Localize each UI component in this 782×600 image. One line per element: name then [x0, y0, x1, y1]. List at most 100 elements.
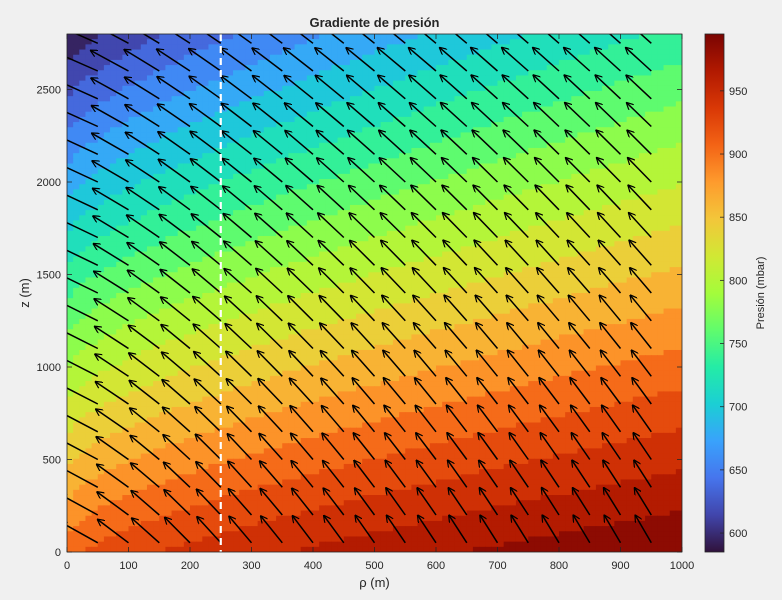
heatmap-cell: [565, 199, 572, 206]
heatmap-cell: [171, 267, 179, 273]
heatmap-cell: [245, 65, 253, 71]
heatmap-cell: [67, 256, 74, 263]
heatmap-cell: [239, 85, 246, 92]
heatmap-cell: [220, 179, 228, 185]
heatmap-cell: [583, 168, 591, 175]
heatmap-cell: [128, 59, 136, 66]
heatmap-cell: [196, 65, 203, 71]
heatmap-cell: [368, 153, 376, 159]
heatmap-cell: [239, 70, 246, 77]
heatmap-cell: [522, 116, 529, 123]
heatmap-cell: [405, 246, 412, 253]
heatmap-cell: [589, 230, 597, 237]
heatmap-cell: [497, 282, 505, 289]
heatmap-cell: [479, 215, 486, 222]
heatmap-cell: [362, 189, 369, 196]
heatmap-cell: [368, 179, 376, 185]
heatmap-cell: [589, 194, 597, 201]
heatmap-cell: [460, 168, 468, 175]
heatmap-cell: [411, 59, 419, 66]
heatmap-cell: [638, 80, 646, 87]
heatmap-cell: [491, 163, 499, 170]
heatmap-cell: [522, 122, 529, 128]
heatmap-cell: [226, 277, 234, 284]
heatmap-cell: [620, 132, 628, 139]
heatmap-cell: [140, 142, 148, 149]
heatmap-cell: [571, 241, 579, 247]
heatmap-cell: [196, 282, 203, 289]
heatmap-cell: [583, 215, 591, 222]
heatmap-cell: [454, 282, 462, 289]
heatmap-cell: [214, 153, 222, 159]
heatmap-cell: [288, 256, 296, 263]
heatmap-cell: [454, 256, 462, 263]
heatmap-cell: [349, 147, 357, 154]
heatmap-cell: [663, 241, 671, 247]
heatmap-cell: [491, 127, 499, 134]
heatmap-cell: [146, 85, 154, 92]
heatmap-cell: [226, 132, 234, 139]
heatmap-cell: [454, 116, 462, 123]
heatmap-cell: [626, 246, 634, 253]
heatmap-cell: [214, 210, 222, 216]
heatmap-cell: [325, 96, 333, 102]
heatmap-cell: [374, 272, 382, 279]
heatmap-cell: [239, 215, 246, 222]
heatmap-cell: [540, 204, 548, 211]
heatmap-cell: [103, 184, 111, 190]
heatmap-cell: [423, 173, 431, 180]
heatmap-cell: [466, 158, 474, 165]
heatmap-cell: [269, 287, 277, 294]
heatmap-cell: [386, 199, 394, 206]
heatmap-cell: [362, 230, 369, 237]
heatmap-cell: [116, 137, 123, 144]
heatmap-cell: [534, 70, 542, 77]
heatmap-cell: [288, 142, 296, 149]
heatmap-cell: [331, 75, 339, 82]
heatmap-cell: [362, 122, 369, 128]
heatmap-cell: [392, 272, 400, 279]
heatmap-cell: [626, 116, 634, 123]
heatmap-cell: [552, 256, 560, 263]
heatmap-cell: [220, 122, 228, 128]
heatmap-cell: [509, 215, 517, 222]
heatmap-cell: [362, 106, 369, 113]
heatmap-cell: [73, 230, 80, 237]
heatmap-cell: [552, 111, 560, 118]
heatmap-cell: [226, 158, 234, 165]
heatmap-cell: [343, 147, 351, 154]
heatmap-cell: [245, 49, 253, 56]
heatmap-cell: [472, 246, 480, 253]
heatmap-cell: [675, 49, 682, 56]
heatmap-cell: [675, 65, 682, 71]
heatmap-cell: [306, 96, 314, 102]
heatmap-cell: [546, 106, 554, 113]
heatmap-cell: [614, 163, 622, 170]
heatmap-cell: [214, 272, 222, 279]
heatmap-cell: [177, 147, 185, 154]
heatmap-cell: [651, 225, 658, 232]
heatmap-cell: [103, 173, 111, 180]
heatmap-cell: [313, 122, 320, 128]
heatmap-cell: [399, 163, 406, 170]
heatmap-cell: [374, 199, 382, 206]
heatmap-cell: [288, 230, 296, 237]
heatmap-cell: [675, 272, 682, 279]
heatmap-cell: [67, 34, 74, 40]
heatmap-cell: [663, 122, 671, 128]
heatmap-cell: [472, 90, 480, 97]
heatmap-cell: [528, 277, 535, 284]
heatmap-cell: [356, 80, 363, 87]
heatmap-cell: [276, 282, 283, 289]
heatmap-cell: [349, 54, 357, 61]
heatmap-cell: [343, 204, 351, 211]
heatmap-cell: [288, 59, 296, 66]
heatmap-cell: [226, 39, 234, 45]
heatmap-cell: [392, 85, 400, 92]
heatmap-cell: [325, 49, 333, 56]
heatmap-cell: [183, 96, 191, 102]
heatmap-cell: [263, 168, 271, 175]
heatmap-cell: [319, 54, 326, 61]
heatmap-cell: [368, 39, 376, 45]
